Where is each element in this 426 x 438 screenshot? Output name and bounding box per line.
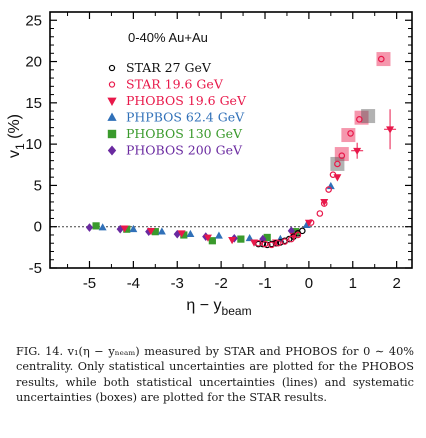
data-point	[129, 224, 138, 233]
series-1	[255, 55, 385, 249]
x-tick-label: -5	[83, 275, 96, 292]
legend-marker	[108, 81, 116, 88]
legend-marker	[107, 97, 117, 107]
legend-label: STAR 19.6 GeV	[126, 77, 224, 92]
data-point	[186, 229, 195, 238]
data-point	[146, 227, 155, 236]
v1-chart: -5 -4 -3 -2 -1 0 1 2 -5 0 5 10 15 20 25 η − ybeam v1 (%)…	[6, 11, 413, 318]
data-point	[386, 126, 395, 134]
y-tick-label: 0	[34, 219, 42, 236]
legend-label: PHOBOS 130 GeV	[126, 126, 243, 141]
y-tick-label: -5	[29, 260, 42, 277]
x-tick-label: -4	[127, 275, 140, 292]
y-axis-title: v1 (%)	[6, 114, 27, 158]
x-tick-label: 0	[305, 275, 313, 292]
legend-marker	[107, 112, 117, 121]
data-point	[320, 199, 329, 207]
data-point	[353, 147, 362, 156]
data-point	[347, 130, 354, 137]
legend-label: STAR 27 GeV	[126, 60, 212, 75]
data-point	[320, 200, 328, 207]
data-point	[377, 55, 385, 63]
x-tick-label: -3	[171, 275, 184, 292]
data-point	[120, 225, 129, 233]
data-point	[268, 241, 275, 249]
data-point	[208, 237, 216, 245]
data-point	[261, 240, 269, 248]
systematic-box	[334, 147, 349, 162]
y-tick-label: 5	[34, 177, 42, 194]
data-point	[245, 233, 254, 242]
data-point	[334, 160, 341, 168]
data-point	[151, 228, 159, 236]
x-tick-label: -2	[214, 275, 227, 292]
x-tick-label: -1	[258, 275, 271, 292]
legend-marker	[108, 64, 116, 72]
data-point	[307, 219, 315, 226]
systematic-box	[330, 156, 345, 171]
y-tick-label: 15	[25, 95, 42, 112]
data-point	[338, 152, 346, 159]
data-point	[333, 174, 342, 182]
data-point	[325, 186, 332, 193]
y-tick-label: 20	[25, 54, 42, 71]
data-point	[329, 171, 337, 178]
figure-caption: FIG. 14. v₁(η − yₙₑₐₘ) measured by STAR …	[16, 345, 414, 405]
data-point	[281, 238, 289, 245]
data-point	[214, 231, 223, 239]
legend-marker	[107, 145, 117, 156]
data-point	[98, 223, 107, 231]
data-point	[255, 239, 262, 247]
data-point	[85, 223, 94, 232]
data-point	[92, 222, 100, 230]
plot-frame	[49, 11, 413, 269]
systematic-box	[361, 109, 376, 124]
data-point	[294, 231, 302, 239]
data-point	[274, 239, 282, 247]
x-tick-label: 1	[349, 275, 357, 292]
data-point	[228, 237, 237, 245]
data-point	[263, 233, 271, 242]
data-point	[259, 240, 267, 248]
data-point	[204, 234, 212, 242]
data-point	[299, 227, 306, 235]
legend-label: PHOBOS 19.6 GeV	[126, 93, 247, 108]
x-tick-label: 2	[392, 275, 400, 292]
data-point	[177, 230, 186, 238]
x-axis-title: η − ybeam	[186, 297, 251, 318]
centrality-annotation: 0-40% Au+Au	[128, 30, 208, 45]
data-point	[157, 227, 166, 235]
data-point	[237, 235, 245, 243]
y-tick-label: 10	[25, 136, 42, 153]
legend-label: PHPBOS 62.4 GeV	[126, 110, 245, 125]
data-point	[288, 235, 295, 243]
data-point	[123, 225, 131, 233]
data-point	[180, 231, 188, 239]
legend-marker	[107, 129, 117, 139]
y-tick-label: 25	[25, 12, 42, 29]
legend-label: PHOBOS 200 GeV	[126, 143, 243, 158]
data-point	[316, 210, 324, 217]
data-point	[356, 116, 363, 123]
